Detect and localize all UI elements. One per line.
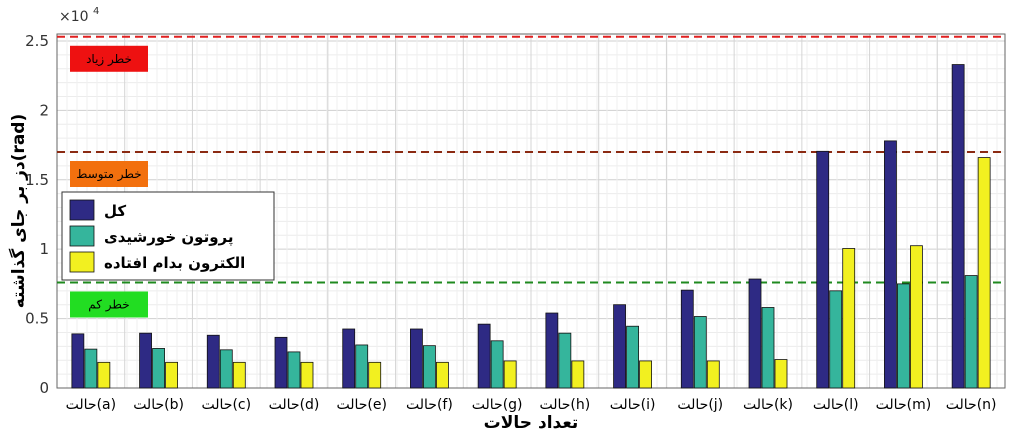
bar	[680, 289, 694, 389]
bar	[545, 312, 559, 389]
y-axis-multiplier: ×10 4	[59, 6, 99, 25]
bar	[977, 157, 991, 389]
bar	[287, 351, 301, 389]
x-tick-label: حالت(g)	[472, 397, 523, 413]
threshold-label: خطر متوسط	[76, 167, 141, 182]
x-tick-label: حالت(k)	[743, 397, 793, 413]
threshold-label: خطر کم	[88, 297, 129, 312]
bar	[761, 307, 775, 389]
bar	[558, 332, 572, 389]
plot-frame	[56, 33, 1006, 389]
bar	[816, 150, 830, 389]
legend-swatch	[69, 251, 95, 273]
bar	[884, 140, 897, 389]
bar	[355, 344, 369, 389]
y-tick-label: 1	[39, 240, 49, 258]
y-multiplier-base: ×10	[59, 9, 89, 25]
y-tick-label: 0	[39, 379, 49, 397]
x-tick-label: حالت(c)	[202, 397, 252, 413]
x-tick-label: حالت(d)	[269, 397, 320, 413]
x-tick-label: حالت(e)	[336, 397, 386, 413]
bar	[206, 334, 220, 389]
bar	[639, 360, 652, 389]
legend-label: کل	[104, 202, 126, 220]
bar	[232, 361, 246, 389]
bars	[71, 64, 991, 389]
bar	[503, 360, 517, 389]
legend: کل پروتون خورشیدی الکترون بدام افتاده	[61, 191, 275, 281]
bar	[706, 360, 720, 389]
bar	[342, 328, 356, 389]
x-tick-label: حالت(f)	[406, 397, 453, 413]
x-tick-label: حالت(n)	[946, 397, 997, 413]
legend-label: پروتون خورشیدی	[104, 228, 234, 247]
bar	[152, 348, 165, 389]
threshold-box	[70, 291, 148, 318]
bar	[571, 360, 585, 389]
y-tick-label: 2.5	[25, 32, 49, 50]
bar	[626, 325, 639, 389]
bar	[300, 361, 314, 389]
x-tick-label: حالت(a)	[66, 397, 116, 413]
threshold-box	[70, 161, 148, 187]
bar	[410, 328, 423, 389]
bar	[139, 332, 152, 389]
bar	[897, 283, 910, 389]
bar	[613, 304, 626, 389]
legend-label: الکترون بدام افتاده	[104, 254, 245, 272]
threshold-label: خطر زیاد	[86, 52, 132, 67]
bar	[748, 278, 762, 389]
threshold-box	[70, 45, 148, 72]
bar	[165, 361, 178, 389]
bar	[964, 275, 978, 389]
x-tick-label: حالت(m)	[876, 397, 932, 413]
y-axis-title: دز بر جای گذاشته(rad)	[8, 114, 29, 309]
x-axis-title: تعداد حالات	[484, 413, 579, 432]
bar	[97, 361, 111, 389]
x-axis-labels: حالت(a) حالت(b) حالت(c) حالت(d) حالت(e) حالت(…	[66, 397, 997, 413]
x-tick-label: حالت(l)	[813, 397, 859, 413]
bar	[423, 345, 436, 389]
bar	[368, 361, 382, 389]
bar	[951, 64, 965, 389]
bar	[774, 359, 788, 389]
y-tick-label: 1.5	[25, 171, 49, 189]
bar	[829, 290, 843, 389]
bar	[71, 333, 85, 389]
bar	[693, 316, 707, 389]
bar	[842, 248, 856, 389]
bar	[274, 336, 288, 389]
legend-swatch	[69, 225, 95, 247]
bar	[436, 361, 449, 389]
threshold-lines: خطر زیاد خطر متوسط خطر کم	[57, 35, 1005, 318]
bar	[84, 348, 98, 389]
x-tick-label: حالت(h)	[539, 397, 590, 413]
x-tick-label: حالت(i)	[610, 397, 656, 413]
y-tick-label: 2	[39, 101, 49, 119]
legend-box	[61, 191, 275, 281]
y-tick-label: 0.5	[25, 310, 49, 328]
legend-swatch	[69, 199, 95, 221]
bar	[490, 340, 504, 389]
bar	[219, 349, 233, 389]
x-tick-label: حالت(j)	[677, 397, 723, 413]
x-tick-label: حالت(b)	[133, 397, 184, 413]
y-multiplier-exponent: 4	[93, 6, 99, 17]
bar	[477, 323, 491, 389]
bar	[910, 245, 923, 389]
y-axis-ticks: 0 0.5 1 1.5 2 2.5	[25, 32, 49, 397]
